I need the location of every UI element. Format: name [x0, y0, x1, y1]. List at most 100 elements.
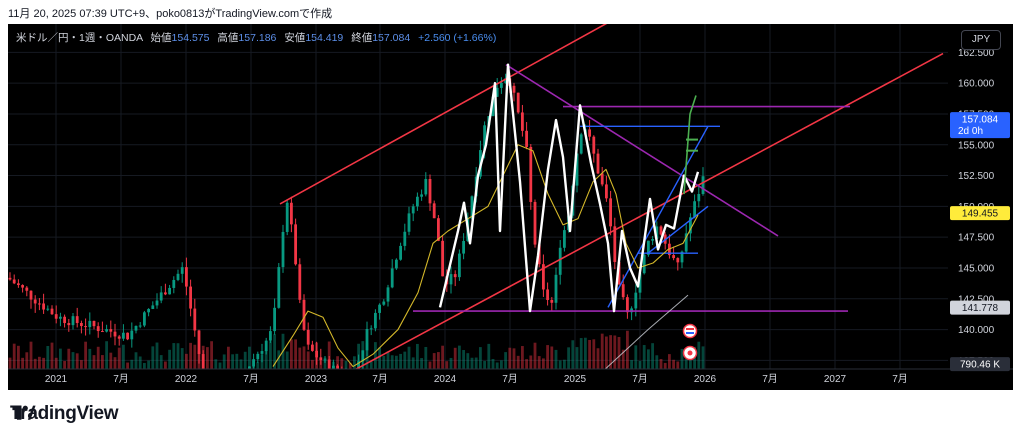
y-tick-label: 160.000	[958, 79, 995, 90]
blue-upper-channel	[607, 125, 709, 308]
volume-bar	[600, 333, 604, 369]
volume-bar	[84, 341, 87, 369]
candle-body	[420, 194, 423, 197]
volume-bar	[227, 346, 230, 369]
candle-body	[369, 328, 373, 330]
time-axis[interactable]: 2021 7月 2022 7月 2023 7月 2024 7月 2025 7月 2026 7月 2027…	[8, 368, 1013, 385]
volume-bar	[584, 337, 587, 369]
candle-body	[647, 240, 650, 255]
volume-bar	[416, 343, 419, 369]
volume-bar	[277, 350, 281, 369]
volume-bar	[189, 342, 192, 369]
close-label: 終値	[351, 32, 373, 44]
candle-body	[684, 233, 688, 252]
candle-body	[500, 82, 503, 88]
candle-body	[109, 329, 113, 332]
candle-body	[80, 322, 83, 327]
candle-body	[437, 218, 440, 241]
candle-body	[29, 290, 33, 300]
candle-body	[516, 92, 520, 113]
candle-body	[147, 308, 150, 313]
candle-body	[642, 254, 646, 274]
candle-body	[634, 292, 638, 309]
candle-body	[458, 253, 461, 278]
low-value: 154.419	[305, 32, 344, 44]
candle-body	[46, 308, 50, 310]
volume-bar	[126, 362, 129, 369]
chart-svg[interactable]: 162.500160.000157.500155.000152.500150.0…	[8, 24, 1013, 390]
candle-body	[298, 264, 302, 300]
volume-bar	[655, 355, 659, 369]
candle-body	[269, 331, 272, 341]
volume-bar	[33, 358, 37, 369]
tradingview-brand[interactable]: TradingView	[10, 403, 119, 425]
volume-bar	[185, 353, 188, 369]
tradingview-wordmark: TradingView	[10, 403, 119, 424]
candle-body	[323, 359, 327, 361]
drawings[interactable]	[272, 24, 944, 390]
candle-body	[411, 206, 415, 214]
volume-bar	[491, 358, 495, 369]
volume-bar	[592, 339, 596, 369]
candle-body	[134, 325, 138, 331]
volume-bar	[512, 348, 516, 369]
volume-bar	[29, 341, 33, 369]
volume-bar	[533, 342, 537, 369]
volume-bar	[222, 354, 226, 369]
candle-body	[441, 240, 444, 277]
volume-bar	[340, 358, 344, 369]
candle-body	[319, 357, 323, 361]
volume-bar	[21, 357, 24, 369]
candle-body	[353, 373, 356, 383]
volume-bar	[432, 353, 436, 369]
close-value: 157.084	[372, 32, 411, 44]
volume-bar	[521, 346, 524, 369]
currency-button[interactable]: JPY	[961, 30, 1001, 50]
candle-body	[164, 292, 167, 295]
volume-bar	[319, 361, 323, 369]
volume-bar	[80, 360, 83, 369]
candle-body	[462, 240, 465, 254]
volume-bar	[621, 349, 625, 369]
volume-bar	[626, 330, 629, 369]
chart-area[interactable]: 162.500160.000157.500155.000152.500150.0…	[8, 24, 1013, 390]
chart-caption: 11月 20, 2025 07:39 UTC+9、poko0813がTradin…	[8, 8, 333, 20]
x-tick-label: 7月	[243, 373, 259, 385]
volume-bar	[134, 352, 138, 369]
candle-body	[235, 383, 238, 390]
candle-body	[592, 136, 596, 154]
candles	[8, 72, 705, 390]
candle-body	[357, 361, 360, 369]
candle-body	[332, 365, 335, 369]
candle-body	[42, 303, 45, 310]
volume-bar	[306, 351, 310, 369]
candle-body	[327, 359, 331, 369]
volume-bar	[596, 348, 600, 369]
volume-bar	[290, 339, 293, 369]
x-tick-label: 2025	[564, 374, 587, 385]
tradingview-logo-icon	[12, 405, 36, 420]
candle-body	[345, 374, 348, 376]
candle-body	[285, 202, 289, 232]
candle-body	[176, 273, 180, 280]
y-tick-label: 162.500	[958, 48, 995, 59]
y-tick-label: 145.000	[958, 263, 995, 274]
candle-body	[105, 329, 108, 332]
volume-bar	[206, 347, 209, 369]
volume-bar	[109, 352, 113, 369]
candle-body	[579, 134, 583, 154]
candle-body	[336, 365, 339, 369]
volume-bar	[697, 341, 701, 369]
candle-body	[399, 245, 402, 260]
volume-bar	[617, 336, 621, 369]
x-tick-label: 2022	[175, 374, 198, 385]
candle-body	[349, 374, 352, 383]
volume-bar	[71, 352, 75, 369]
x-tick-label: 2024	[434, 374, 457, 385]
candle-body	[495, 87, 499, 97]
candle-body	[701, 176, 705, 194]
volume-bar	[105, 341, 108, 369]
price-badge-countdown: 2d 0h	[958, 126, 983, 137]
candle-body	[621, 284, 625, 298]
volume-bar	[609, 335, 612, 369]
